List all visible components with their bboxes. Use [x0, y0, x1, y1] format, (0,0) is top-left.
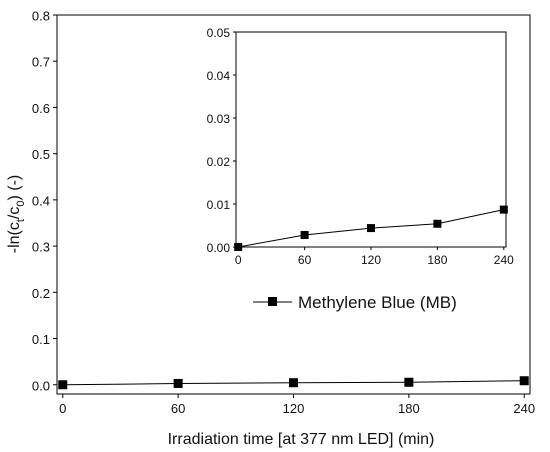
inset-x-tick-label: 120 — [361, 253, 381, 267]
inset-data-point — [234, 243, 243, 251]
inset-y-tick-label: 0.03 — [207, 112, 231, 126]
y-tick-label: 0.0 — [32, 378, 50, 393]
x-tick-label: 60 — [171, 401, 185, 416]
inset-y-tick-label: 0.01 — [207, 198, 231, 212]
inset-y-tick-label: 0.02 — [207, 155, 231, 169]
inset-x-tick-label: 240 — [494, 253, 514, 267]
inset-data-point — [367, 224, 375, 233]
inset-data-point — [499, 205, 508, 214]
inset-plot: 0 60 120 180 240 0.00 0.01 0.02 0.03 0.04 0.05 — [207, 26, 514, 267]
y-tick-label: 0.4 — [32, 193, 50, 208]
inset-y-tick-label: 0.05 — [207, 26, 231, 40]
frame — [56, 14, 531, 395]
inset-y-tick-label: 0.04 — [207, 69, 231, 83]
x-tick-label: 120 — [283, 401, 305, 416]
y-tick-label: 0.1 — [32, 332, 50, 347]
data-point — [173, 378, 183, 388]
inset-data-point — [300, 230, 309, 239]
inset-y-tick-label: 0.00 — [207, 241, 231, 255]
legend-marker — [268, 297, 277, 306]
inset-frame — [235, 31, 507, 248]
data-point — [58, 380, 68, 390]
legend: Methylene Blue (MB) — [253, 293, 457, 312]
y-tick-label: 0.6 — [32, 101, 50, 116]
inset-data-point — [433, 219, 442, 228]
y-tick-label: 0.2 — [32, 286, 50, 301]
inset-x-tick-label: 0 — [235, 253, 242, 267]
main-plot: 0 60 120 180 240 0.0 0.1 0.2 0.3 0.4 0.5 0.6 0.7 0.8 — [32, 9, 535, 417]
inset-x-tick-label: 60 — [298, 253, 312, 267]
y-tick-label: 0.7 — [32, 55, 50, 70]
data-point — [519, 376, 529, 386]
x-tick-label: 240 — [513, 401, 535, 416]
y-tick-label: 0.8 — [32, 9, 50, 24]
legend-label: Methylene Blue (MB) — [298, 293, 457, 312]
x-tick-label: 180 — [398, 401, 420, 416]
inset-x-tick-label: 180 — [427, 253, 447, 267]
y-tick-label: 0.5 — [32, 147, 50, 162]
x-tick-label: 0 — [59, 401, 66, 416]
x-axis-label: Irradiation time [at 377 nm LED] (min) — [168, 431, 435, 448]
data-point — [404, 377, 414, 387]
y-tick-label: 0.3 — [32, 240, 50, 255]
y-axis-label: -ln(ct/c0) (-) — [6, 175, 27, 254]
data-point — [289, 378, 298, 388]
